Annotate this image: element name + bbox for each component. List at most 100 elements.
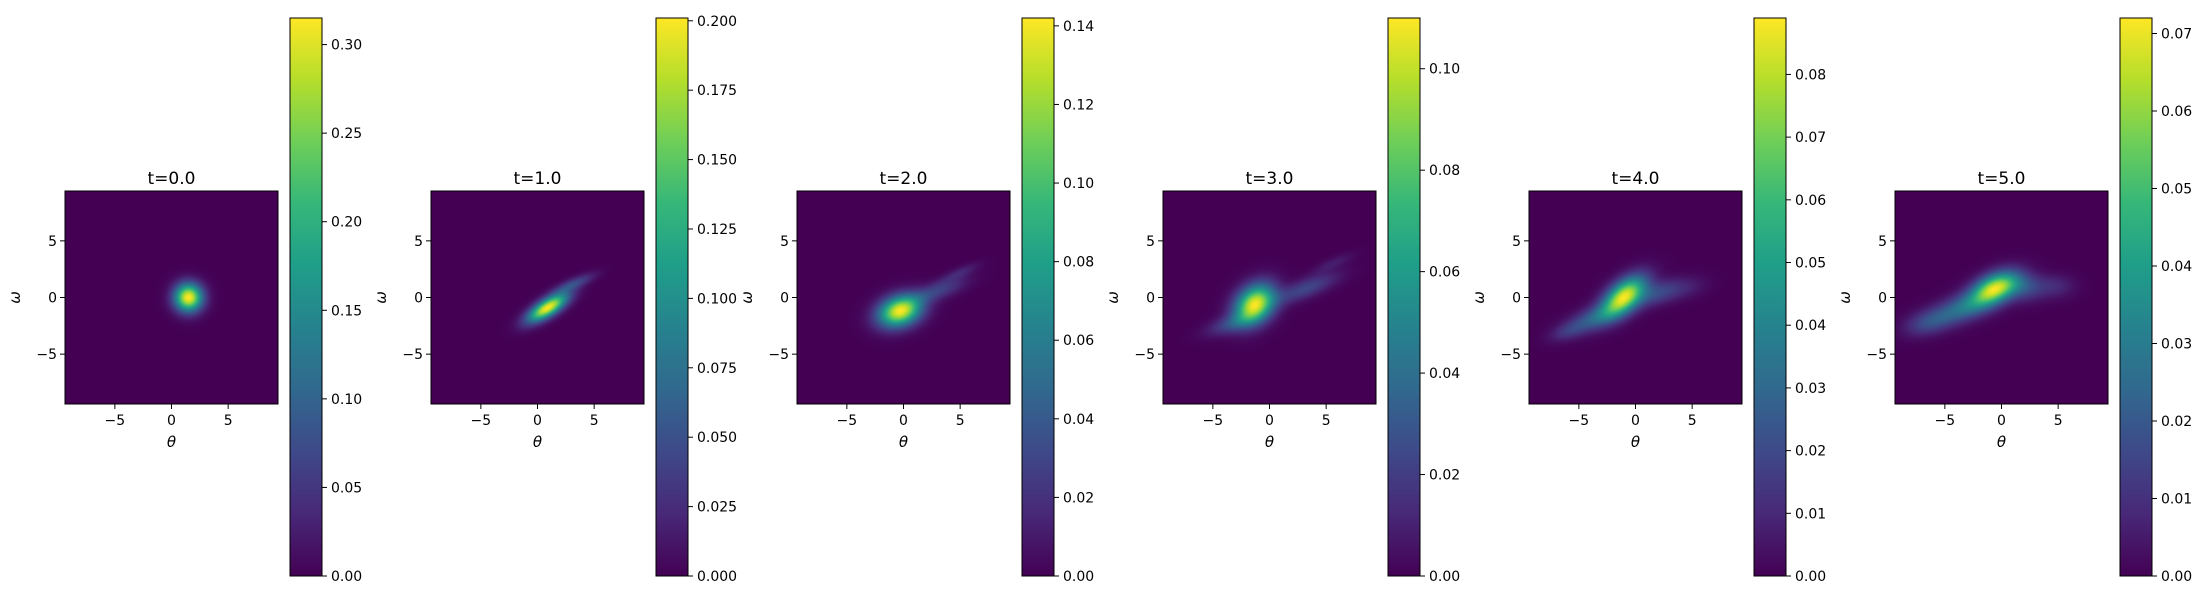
heatmap-image <box>1163 191 1376 404</box>
colorbar-tick-label: 0.175 <box>697 83 737 99</box>
colorbar <box>2119 17 2153 577</box>
colorbar-tick-label: 0.15 <box>331 303 362 319</box>
y-tick-label: 0 <box>1878 291 1887 307</box>
colorbar-tick-label: 0.04 <box>2161 259 2192 275</box>
y-tick-label: 0 <box>414 291 423 307</box>
y-tick-label: −5 <box>768 347 789 363</box>
y-tick-label: 0 <box>1146 291 1155 307</box>
x-tick-label: 0 <box>167 413 176 429</box>
x-axis-label: θ <box>167 433 176 451</box>
y-tick-label: 0 <box>780 291 789 307</box>
y-tick-label: −5 <box>402 347 423 363</box>
x-axis-label: θ <box>1997 433 2006 451</box>
panel-2: t=2.0 −5 0 5 5 0 −5 θ ω 0.00 0.02 0.04 0.06 0.08 0.10 0… <box>738 17 1094 585</box>
x-tick-label: −5 <box>1935 413 1956 429</box>
x-tick-label: −5 <box>1203 413 1224 429</box>
colorbar-tick-label: 0.04 <box>1429 366 1460 382</box>
y-axis-label: ω <box>1836 291 1854 304</box>
colorbar-tick-label: 0.12 <box>1063 97 1094 113</box>
y-axis-label: ω <box>372 291 390 304</box>
heatmap-image <box>431 191 644 404</box>
y-axis-label: ω <box>6 291 24 304</box>
panel-3: t=3.0 −5 0 5 5 0 −5 θ ω 0.00 0.02 0.04 0.06 0.08 0.10 <box>1104 17 1460 585</box>
panel-1: t=1.0 −5 0 5 5 0 −5 θ ω 0.000 0.025 0.050 0.075 0.100… <box>372 14 737 585</box>
x-tick-label: 0 <box>899 413 908 429</box>
colorbar-tick-label: 0.125 <box>697 222 737 238</box>
colorbar-tick-label: 0.10 <box>1429 62 1460 78</box>
colorbar-tick-label: 0.04 <box>1795 318 1826 334</box>
panel-0: t=0.0 −5 0 5 5 0 −5 θ ω 0.00 0.05 0.10 0.15 0.20 0.25 0… <box>6 17 362 585</box>
y-tick-label: 5 <box>780 234 789 250</box>
colorbar-tick-label: 0.02 <box>1063 490 1094 506</box>
x-tick-label: 5 <box>1688 413 1697 429</box>
y-tick-label: −5 <box>1134 347 1155 363</box>
colorbar-tick-label: 0.02 <box>2161 414 2192 430</box>
colorbar-tick-label: 0.06 <box>1063 333 1094 349</box>
colorbar-tick-label: 0.06 <box>1795 193 1826 209</box>
y-axis-label: ω <box>738 291 756 304</box>
colorbar <box>1387 17 1421 577</box>
panel-title: t=4.0 <box>1612 169 1660 189</box>
y-tick-label: 5 <box>1512 234 1521 250</box>
x-tick-label: 5 <box>1322 413 1331 429</box>
colorbar-tick-label: 0.14 <box>1063 19 1094 35</box>
colorbar-tick-label: 0.100 <box>697 291 737 307</box>
y-tick-label: 0 <box>48 291 57 307</box>
x-tick-label: 5 <box>2054 413 2063 429</box>
x-tick-label: 5 <box>590 413 599 429</box>
colorbar-tick-label: 0.06 <box>1429 265 1460 281</box>
panel-title: t=0.0 <box>148 169 196 189</box>
colorbar-tick-label: 0.00 <box>1429 569 1460 585</box>
colorbar <box>1753 17 1787 577</box>
y-tick-label: 5 <box>48 234 57 250</box>
colorbar-tick-label: 0.200 <box>697 14 737 30</box>
x-tick-label: −5 <box>105 413 126 429</box>
colorbar-tick-label: 0.05 <box>2161 182 2192 198</box>
y-tick-label: −5 <box>36 347 57 363</box>
panel-5: t=5.0 −5 0 5 5 0 −5 θ ω 0.00 0.01 0.02 0.03 0.04 0.05 0… <box>1836 17 2192 585</box>
colorbar-tick-label: 0.025 <box>697 500 737 516</box>
colorbar <box>289 17 323 577</box>
colorbar-tick-label: 0.03 <box>1795 381 1826 397</box>
colorbar-tick-label: 0.30 <box>331 38 362 54</box>
colorbar-tick-label: 0.25 <box>331 126 362 142</box>
colorbar-tick-label: 0.10 <box>1063 176 1094 192</box>
x-tick-label: −5 <box>471 413 492 429</box>
colorbar-tick-label: 0.150 <box>697 153 737 169</box>
x-tick-label: −5 <box>837 413 858 429</box>
colorbar-tick-label: 0.01 <box>2161 492 2192 508</box>
panel-title: t=3.0 <box>1246 169 1294 189</box>
heatmap-image <box>797 191 1010 404</box>
colorbar-tick-label: 0.05 <box>331 480 362 496</box>
colorbar-tick-label: 0.00 <box>331 569 362 585</box>
colorbar-tick-label: 0.10 <box>331 392 362 408</box>
y-tick-label: 5 <box>414 234 423 250</box>
panel-4: t=4.0 −5 0 5 5 0 −5 θ ω 0.00 0.01 0.02 0.03 0.04 0.05 0… <box>1470 17 1826 585</box>
colorbar-tick-label: 0.01 <box>1795 506 1826 522</box>
colorbar-tick-label: 0.00 <box>2161 569 2192 585</box>
colorbar-tick-label: 0.07 <box>1795 130 1826 146</box>
x-axis-label: θ <box>533 433 542 451</box>
y-axis-label: ω <box>1104 291 1122 304</box>
x-tick-label: 0 <box>1631 413 1640 429</box>
y-tick-label: 5 <box>1146 234 1155 250</box>
colorbar-tick-label: 0.02 <box>1429 468 1460 484</box>
colorbar-tick-label: 0.06 <box>2161 104 2192 120</box>
y-tick-label: 0 <box>1512 291 1521 307</box>
heatmap-image <box>1529 191 1742 404</box>
x-axis-label: θ <box>899 433 908 451</box>
y-tick-label: −5 <box>1866 347 1887 363</box>
colorbar-tick-label: 0.050 <box>697 430 737 446</box>
colorbar <box>1021 17 1055 577</box>
colorbar-tick-label: 0.000 <box>697 569 737 585</box>
colorbar-tick-label: 0.08 <box>1795 67 1826 83</box>
y-tick-label: −5 <box>1500 347 1521 363</box>
x-tick-label: 5 <box>956 413 965 429</box>
x-axis-label: θ <box>1265 433 1274 451</box>
colorbar-tick-label: 0.07 <box>2161 27 2192 43</box>
colorbar-tick-label: 0.075 <box>697 361 737 377</box>
heatmap-image <box>65 191 278 404</box>
panel-title: t=5.0 <box>1978 169 2026 189</box>
colorbar-tick-label: 0.20 <box>331 215 362 231</box>
